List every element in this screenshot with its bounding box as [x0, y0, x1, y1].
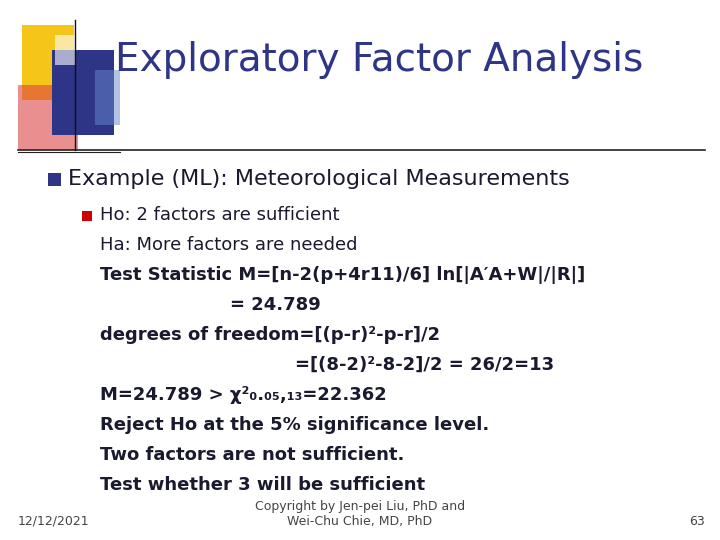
FancyBboxPatch shape [55, 35, 75, 65]
Text: Ho: 2 factors are sufficient: Ho: 2 factors are sufficient [100, 206, 340, 224]
FancyBboxPatch shape [22, 25, 74, 100]
Text: 12/12/2021: 12/12/2021 [18, 515, 89, 528]
Text: Test Statistic M=[n-2(p+4r11)/6] ln[|A′A+W|/|R|]: Test Statistic M=[n-2(p+4r11)/6] ln[|A′A… [100, 266, 585, 284]
FancyBboxPatch shape [82, 211, 92, 221]
Text: degrees of freedom=[(p-r)²-p-r]/2: degrees of freedom=[(p-r)²-p-r]/2 [100, 326, 440, 344]
Text: = 24.789: = 24.789 [230, 296, 320, 314]
Text: M=24.789 > χ²₀.₀₅,₁₃=22.362: M=24.789 > χ²₀.₀₅,₁₃=22.362 [100, 386, 387, 404]
Text: Two factors are not sufficient.: Two factors are not sufficient. [100, 446, 405, 464]
Text: 63: 63 [689, 515, 705, 528]
FancyBboxPatch shape [18, 85, 78, 150]
Text: Ha: More factors are needed: Ha: More factors are needed [100, 236, 358, 254]
Text: Example (ML): Meteorological Measurements: Example (ML): Meteorological Measurement… [68, 169, 570, 189]
Text: Reject Ho at the 5% significance level.: Reject Ho at the 5% significance level. [100, 416, 490, 434]
FancyBboxPatch shape [95, 70, 120, 125]
Text: Test whether 3 will be sufficient: Test whether 3 will be sufficient [100, 476, 425, 494]
Text: =[(8-2)²-8-2]/2 = 26/2=13: =[(8-2)²-8-2]/2 = 26/2=13 [295, 356, 554, 374]
Text: Copyright by Jen-pei Liu, PhD and
Wei-Chu Chie, MD, PhD: Copyright by Jen-pei Liu, PhD and Wei-Ch… [255, 500, 465, 528]
Text: Exploratory Factor Analysis: Exploratory Factor Analysis [115, 41, 643, 79]
FancyBboxPatch shape [52, 50, 114, 135]
FancyBboxPatch shape [48, 173, 61, 186]
